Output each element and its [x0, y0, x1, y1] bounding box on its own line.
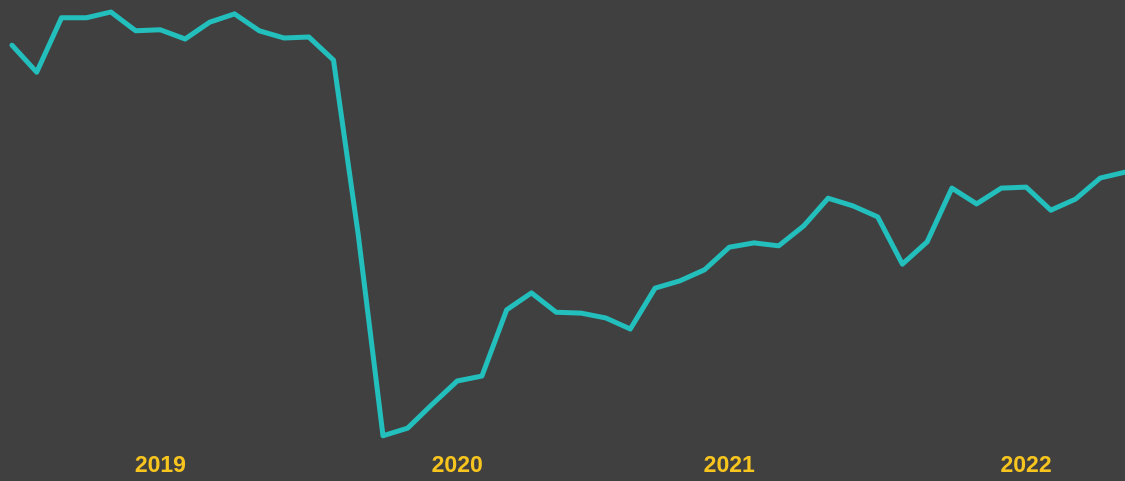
x-tick-label: 2019 [135, 451, 186, 477]
line [9, 9, 1125, 439]
x-tick-label: 2022 [1000, 451, 1051, 477]
x-tick-label: 2020 [432, 451, 483, 477]
x-tick-label: 2021 [704, 451, 755, 477]
